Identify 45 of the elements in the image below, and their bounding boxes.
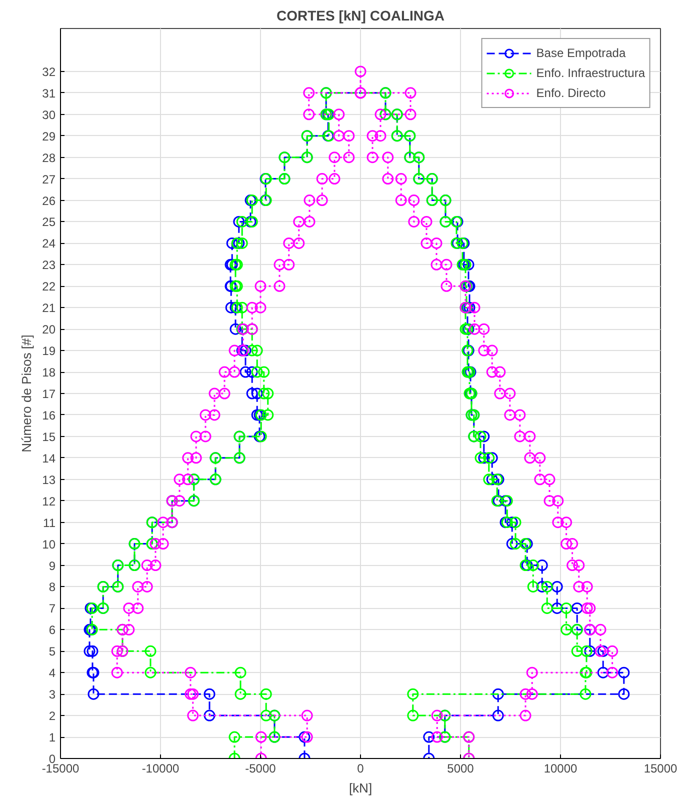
y-tick-label: 17 — [42, 387, 56, 401]
legend-label: Base Empotrada — [536, 46, 626, 60]
y-tick-label: 28 — [42, 150, 56, 165]
x-tick-label: 0 — [357, 762, 364, 776]
x-tick-label: -15000 — [42, 762, 80, 776]
y-tick-label: 11 — [43, 516, 56, 530]
y-tick-label: 1 — [48, 730, 56, 745]
y-tick-label: 27 — [42, 172, 56, 186]
y-tick-label: 18 — [42, 366, 56, 380]
y-tick-label: 25 — [42, 215, 56, 230]
y-tick-label: 2 — [48, 709, 56, 724]
y-tick-label: 7 — [48, 602, 56, 616]
x-tick-label: 15000 — [644, 762, 678, 776]
y-tick-label: 12 — [42, 494, 56, 508]
y-tick-label: 24 — [42, 236, 56, 251]
legend-label: Enfo. Infraestructura — [536, 66, 645, 80]
y-axis-title: Número de Pisos [#] — [19, 334, 34, 452]
x-axis-title: [kN] — [348, 780, 372, 796]
y-tick-label: 26 — [42, 194, 56, 208]
y-tick-label: 16 — [42, 408, 56, 422]
y-tick-label: 15 — [42, 430, 56, 444]
y-tick-label: 31 — [42, 86, 56, 100]
y-tick-label: 21 — [42, 301, 56, 316]
y-tick-label: 4 — [48, 666, 56, 680]
y-tick-label: 20 — [42, 322, 56, 337]
y-tick-label: 29 — [42, 129, 56, 144]
x-tick-label: 5000 — [447, 762, 474, 776]
legend-label: Enfo. Directo — [536, 86, 606, 100]
y-tick-label: 22 — [42, 280, 56, 294]
x-tick-label: -5000 — [245, 762, 276, 776]
y-tick-label: 14 — [42, 451, 56, 466]
y-tick-label: 10 — [42, 537, 56, 552]
y-tick-label: 5 — [48, 644, 56, 659]
chart-title: CORTES [kN] COALINGA — [276, 8, 444, 24]
x-tick-label: -10000 — [142, 762, 180, 776]
y-tick-label: 3 — [48, 688, 56, 702]
y-tick-label: 8 — [48, 580, 56, 594]
y-tick-label: 32 — [42, 64, 56, 79]
y-tick-label: 9 — [48, 558, 56, 573]
y-tick-label: 13 — [42, 472, 56, 487]
x-tick-label: 10000 — [544, 762, 578, 776]
y-tick-label: 30 — [42, 108, 56, 122]
y-tick-label: 23 — [42, 258, 56, 272]
y-tick-label: 19 — [42, 344, 56, 358]
y-tick-label: 6 — [48, 623, 56, 638]
